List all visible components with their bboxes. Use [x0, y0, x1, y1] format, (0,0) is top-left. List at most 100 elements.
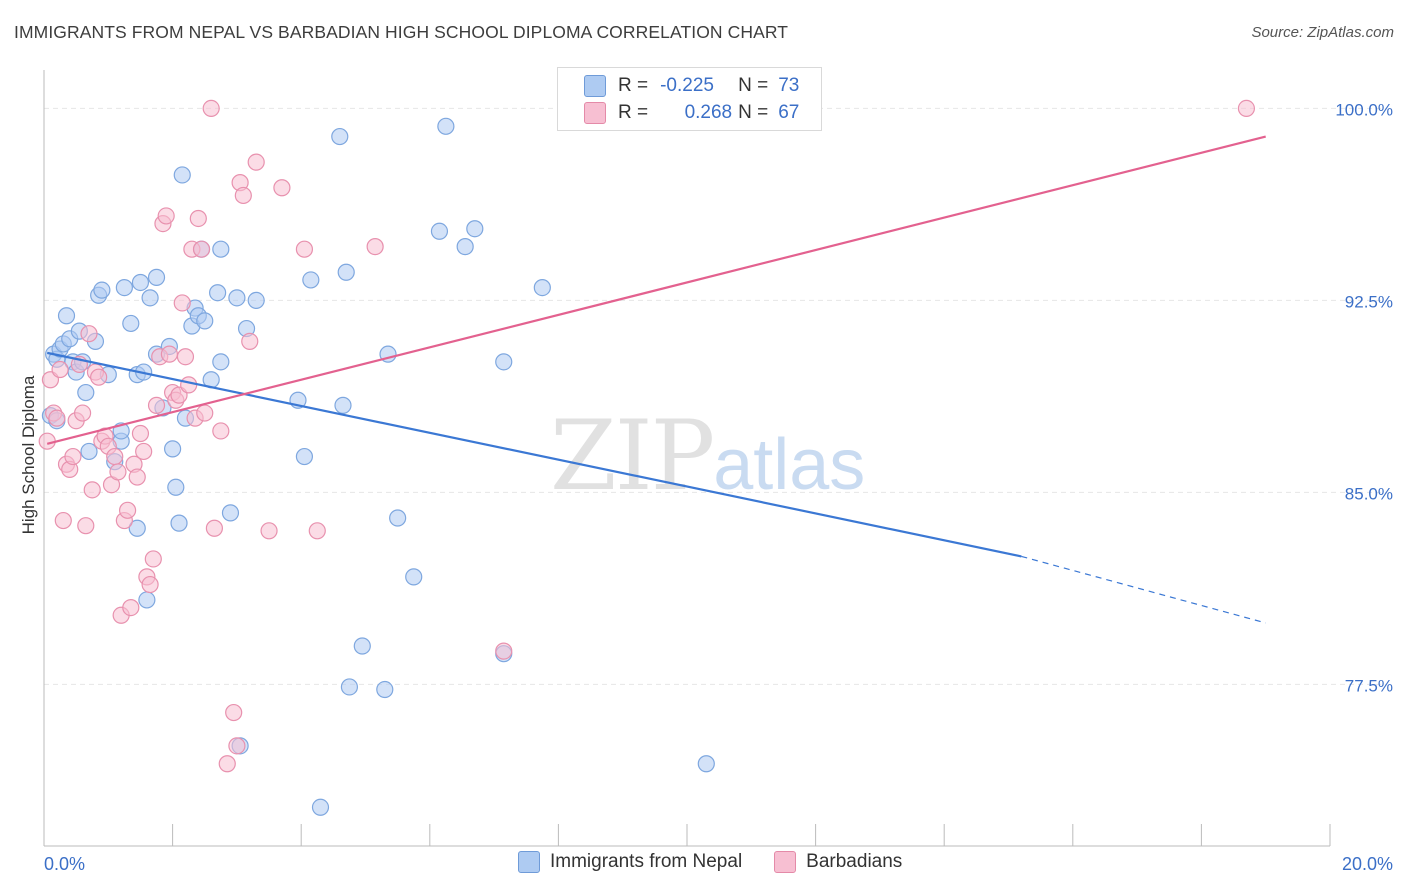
nepal-point [221, 504, 240, 522]
barbadian-point [109, 463, 127, 481]
barbadian-point [228, 737, 246, 755]
y-tick-label: 77.5% [1345, 676, 1393, 695]
nepal-point [173, 166, 191, 184]
nepal-point [456, 238, 474, 256]
series-legend: Immigrants from Nepal Barbadians [518, 851, 902, 873]
nepal-point [697, 755, 715, 773]
barbadian-trend-line [46, 135, 1266, 445]
barbadian-point [90, 368, 108, 386]
nepal-point [93, 281, 111, 299]
barbadian-point [247, 153, 265, 171]
legend-n-label: N = [738, 102, 769, 123]
barbadian-point [131, 424, 150, 443]
nepal-point [337, 263, 355, 281]
barbadian-point [128, 468, 146, 486]
nepal-point [466, 220, 484, 238]
nepal-point [389, 509, 407, 527]
y-tick-label: 100.0% [1335, 100, 1393, 119]
watermark: ZIPatlas [550, 400, 865, 512]
barbadian-point [48, 409, 66, 427]
legend-n-value-barbadians: 67 [778, 102, 800, 123]
x-tick-label: 0.0% [44, 854, 85, 874]
nepal-point [212, 240, 230, 258]
nepal-point [495, 353, 513, 371]
nepal-point [77, 383, 95, 402]
barbadian-point [77, 517, 95, 535]
barbadian-point [73, 404, 92, 422]
legend-row-nepal: R = -0.225 N = 73 [584, 73, 799, 99]
legend-swatch-nepal [584, 75, 606, 97]
legend-r-label: R = [618, 75, 649, 96]
barbadian-point [38, 432, 56, 450]
nepal-point [533, 279, 551, 297]
barbadian-point [180, 376, 198, 394]
nepal-trend-line [46, 351, 1022, 558]
barbadian-point [366, 238, 384, 256]
barbadian-point [241, 332, 259, 350]
barbadian-point [144, 550, 162, 568]
nepal-point [405, 568, 423, 586]
nepal-trend-extension [1021, 555, 1266, 624]
nepal-point [376, 680, 394, 699]
nepal-point [311, 798, 330, 816]
nepal-point [170, 514, 188, 532]
nepal-point [122, 314, 140, 333]
nepal-point [340, 678, 359, 696]
nepal-point [212, 353, 230, 371]
barbadian-point [141, 575, 159, 594]
source-label: Source: ZipAtlas.com [1251, 24, 1394, 41]
nepal-point [331, 127, 349, 146]
barbadian-point [83, 481, 101, 499]
nepal-point [80, 442, 98, 461]
nepal-point [167, 478, 185, 496]
nepal-point [138, 591, 156, 609]
nepal-point [437, 117, 455, 135]
stats-legend: R = -0.225 N = 73 R = 0.268 N = 67 [557, 67, 822, 131]
barbadian-point [260, 522, 278, 540]
barbadian-point [122, 598, 140, 617]
nepal-point [228, 289, 246, 307]
x-tick-label: 20.0% [1342, 854, 1393, 874]
barbadian-point [160, 345, 178, 363]
nepal-point [196, 312, 214, 330]
barbadian-point [196, 404, 214, 422]
barbadian-point [135, 442, 153, 461]
barbadian-point [118, 501, 137, 519]
barbadian-point [64, 447, 82, 466]
nepal-point [128, 519, 146, 537]
barbadian-point [225, 703, 243, 722]
barbadian-point [157, 207, 175, 225]
barbadian-point [1237, 99, 1256, 118]
legend-swatch-barbadians [584, 102, 606, 124]
nepal-point [164, 440, 182, 458]
legend-row-barbadians: R = 0.268 N = 67 [584, 100, 799, 126]
nepal-point [302, 271, 320, 289]
barbadian-point [495, 642, 513, 660]
barbadian-point [176, 348, 195, 366]
legend-r-label: R = [618, 102, 649, 123]
nepal-point [209, 284, 227, 302]
legend-n-value-nepal: 73 [778, 75, 800, 96]
nepal-point [147, 268, 166, 286]
nepal-point [57, 307, 76, 325]
nepal-point [430, 222, 449, 240]
barbadian-point [308, 522, 326, 540]
legend-swatch-barbadians [774, 851, 797, 873]
barbadian-point [51, 360, 69, 379]
watermark-zip: ZIP [550, 400, 715, 512]
barbadian-point [189, 209, 207, 228]
barbadian-point [234, 186, 252, 205]
barbadian-point [192, 240, 211, 258]
y-axis-label: High School Diploma [19, 375, 38, 534]
barbadian-point [80, 325, 98, 343]
legend-label-barbadians: Barbadians [806, 851, 903, 872]
barbadian-point [202, 99, 220, 118]
barbadian-point [106, 447, 124, 466]
nepal-point [247, 291, 265, 309]
nepal-point [353, 637, 371, 655]
watermark-atlas: atlas [713, 425, 866, 505]
legend-swatch-nepal [518, 851, 540, 873]
barbadian-point [295, 240, 314, 258]
barbadian-point [147, 396, 166, 414]
